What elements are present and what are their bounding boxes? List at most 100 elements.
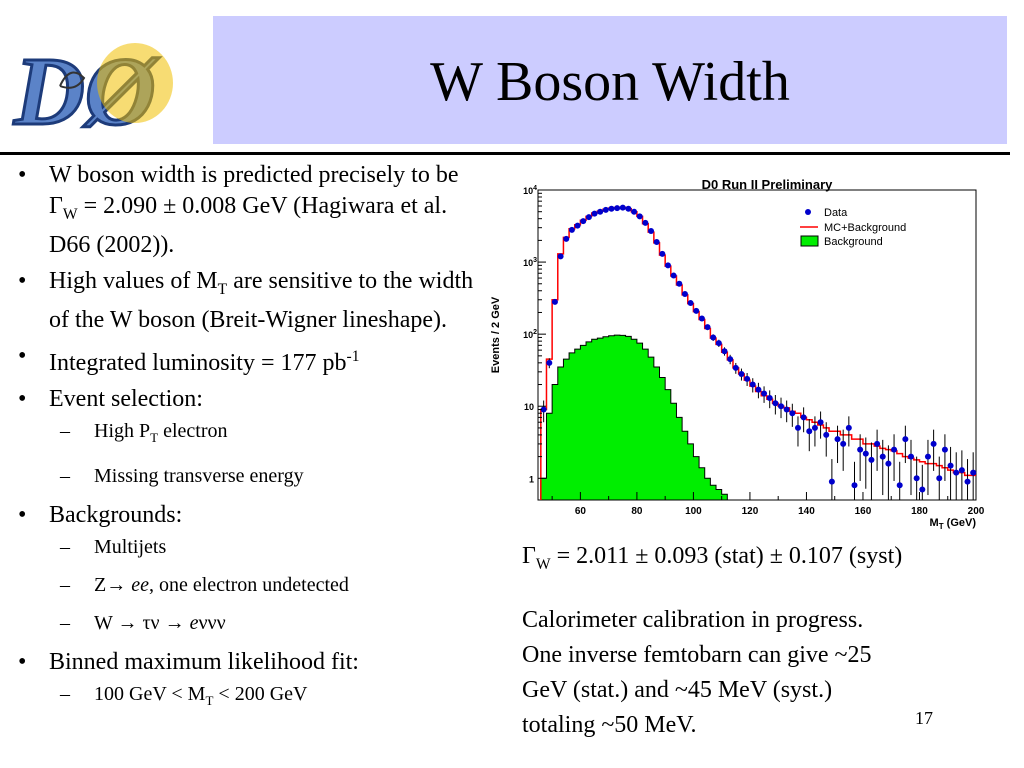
data-point — [653, 238, 660, 245]
bullet-marker: • — [18, 342, 27, 369]
data-point — [591, 210, 598, 217]
data-point — [879, 453, 886, 460]
dash-marker: – — [60, 682, 70, 705]
data-point — [749, 381, 756, 388]
data-point — [681, 291, 688, 298]
sub-bullet-z-ee: – Z→ ee, one electron undetected — [18, 571, 488, 599]
y-axis-label: Events / 2 GeV — [490, 296, 502, 373]
data-point — [811, 424, 818, 431]
data-point — [970, 469, 977, 476]
dash-marker: – — [60, 535, 70, 558]
data-point — [823, 431, 830, 438]
data-point — [913, 475, 920, 482]
b1-text-post: = 2.090 ± 0.008 GeV (Hagiwara et al. D66… — [49, 193, 448, 258]
b5s3-em: e — [189, 611, 199, 634]
x-tick-label: 200 — [968, 506, 985, 517]
b4s1-text-post: electron — [158, 419, 228, 442]
data-point — [902, 436, 909, 443]
data-point — [964, 478, 971, 485]
x-tick-label: 80 — [631, 506, 643, 517]
dash-marker: – — [60, 419, 70, 442]
note-line: One inverse femtobarn can give ~25 — [522, 642, 872, 668]
x-tick-label: 160 — [855, 506, 872, 517]
y-tick-label: 103 — [523, 257, 537, 268]
dash-marker: – — [60, 464, 70, 487]
data-point — [834, 436, 841, 443]
bullet-predicted-width: • W boson width is predicted precisely to… — [18, 160, 488, 261]
slide-title: W Boson Width — [430, 51, 790, 113]
y-tick-label: 102 — [523, 329, 537, 340]
bullet-marker: • — [18, 385, 27, 412]
legend-background-label: Background — [824, 236, 883, 248]
data-point — [778, 403, 785, 410]
b5s1-text: Multijets — [94, 535, 167, 558]
legend-data-marker — [805, 209, 811, 215]
data-point — [947, 462, 954, 469]
data-point — [789, 410, 796, 417]
x-axis-label-sub: T — [939, 522, 944, 531]
data-point — [851, 482, 858, 489]
result-text: Γ — [522, 543, 536, 569]
legend-data-label: Data — [824, 207, 848, 219]
dash-marker: – — [60, 573, 70, 596]
data-point — [687, 300, 694, 307]
data-point — [608, 205, 615, 212]
data-point — [619, 204, 626, 211]
data-point — [710, 334, 717, 341]
data-point — [744, 375, 751, 382]
data-point — [551, 298, 558, 305]
title-bar — [213, 16, 1007, 144]
data-point — [936, 475, 943, 482]
data-point — [670, 272, 677, 279]
b4s1-text: High P — [94, 419, 151, 442]
data-point — [580, 218, 587, 225]
b4-text: Event selection: — [49, 385, 203, 412]
b5-text: Backgrounds: — [49, 501, 183, 528]
data-point — [924, 453, 931, 460]
data-point — [800, 414, 807, 421]
data-point — [868, 456, 875, 463]
data-point — [941, 446, 948, 453]
data-point — [817, 419, 824, 426]
data-point — [806, 428, 813, 435]
data-point — [794, 424, 801, 431]
sub-bullet-mt-range: – 100 GeV < MT < 200 GeV — [18, 680, 488, 715]
data-point — [597, 208, 604, 215]
data-point — [738, 370, 745, 377]
bullet-marker: • — [18, 648, 27, 675]
data-point — [574, 222, 581, 229]
data-point — [636, 213, 643, 220]
data-point — [828, 478, 835, 485]
b6s1-text-post: < 200 GeV — [213, 682, 308, 705]
data-point — [557, 253, 564, 260]
data-point — [885, 460, 892, 467]
b3-text: Integrated luminosity = 177 pb — [49, 349, 347, 376]
bullet-marker: • — [18, 162, 27, 188]
b2-sub: T — [217, 280, 228, 298]
background-histogram — [540, 334, 750, 501]
data-point — [772, 400, 779, 407]
data-point — [648, 227, 655, 234]
data-point — [732, 364, 739, 371]
b4s2-text: Missing transverse energy — [94, 464, 304, 487]
y-tick-label: 1 — [529, 474, 534, 484]
data-point — [664, 262, 671, 269]
x-axis-label: MT (GeV) — [930, 517, 977, 531]
data-point — [874, 440, 881, 447]
data-point — [698, 315, 705, 322]
legend-background-swatch — [800, 235, 819, 247]
data-point — [602, 206, 609, 213]
b1-text: W boson width is predicted precisely to … — [49, 162, 459, 219]
data-point — [693, 307, 700, 314]
y-tick-label: 10 — [524, 402, 534, 412]
x-axis-label-unit: (GeV) — [944, 517, 977, 529]
x-tick-label: 140 — [798, 506, 815, 517]
y-tick-exponent: 4 — [533, 185, 537, 192]
data-point — [755, 386, 762, 393]
y-tick-label: 104 — [523, 185, 537, 196]
bullet-marker: • — [18, 501, 27, 528]
sub-bullet-w-tau: – W → τν → eννν — [18, 609, 488, 637]
bullet-backgrounds: • Backgrounds: — [18, 500, 488, 531]
data-point — [727, 356, 734, 363]
data-point — [891, 446, 898, 453]
